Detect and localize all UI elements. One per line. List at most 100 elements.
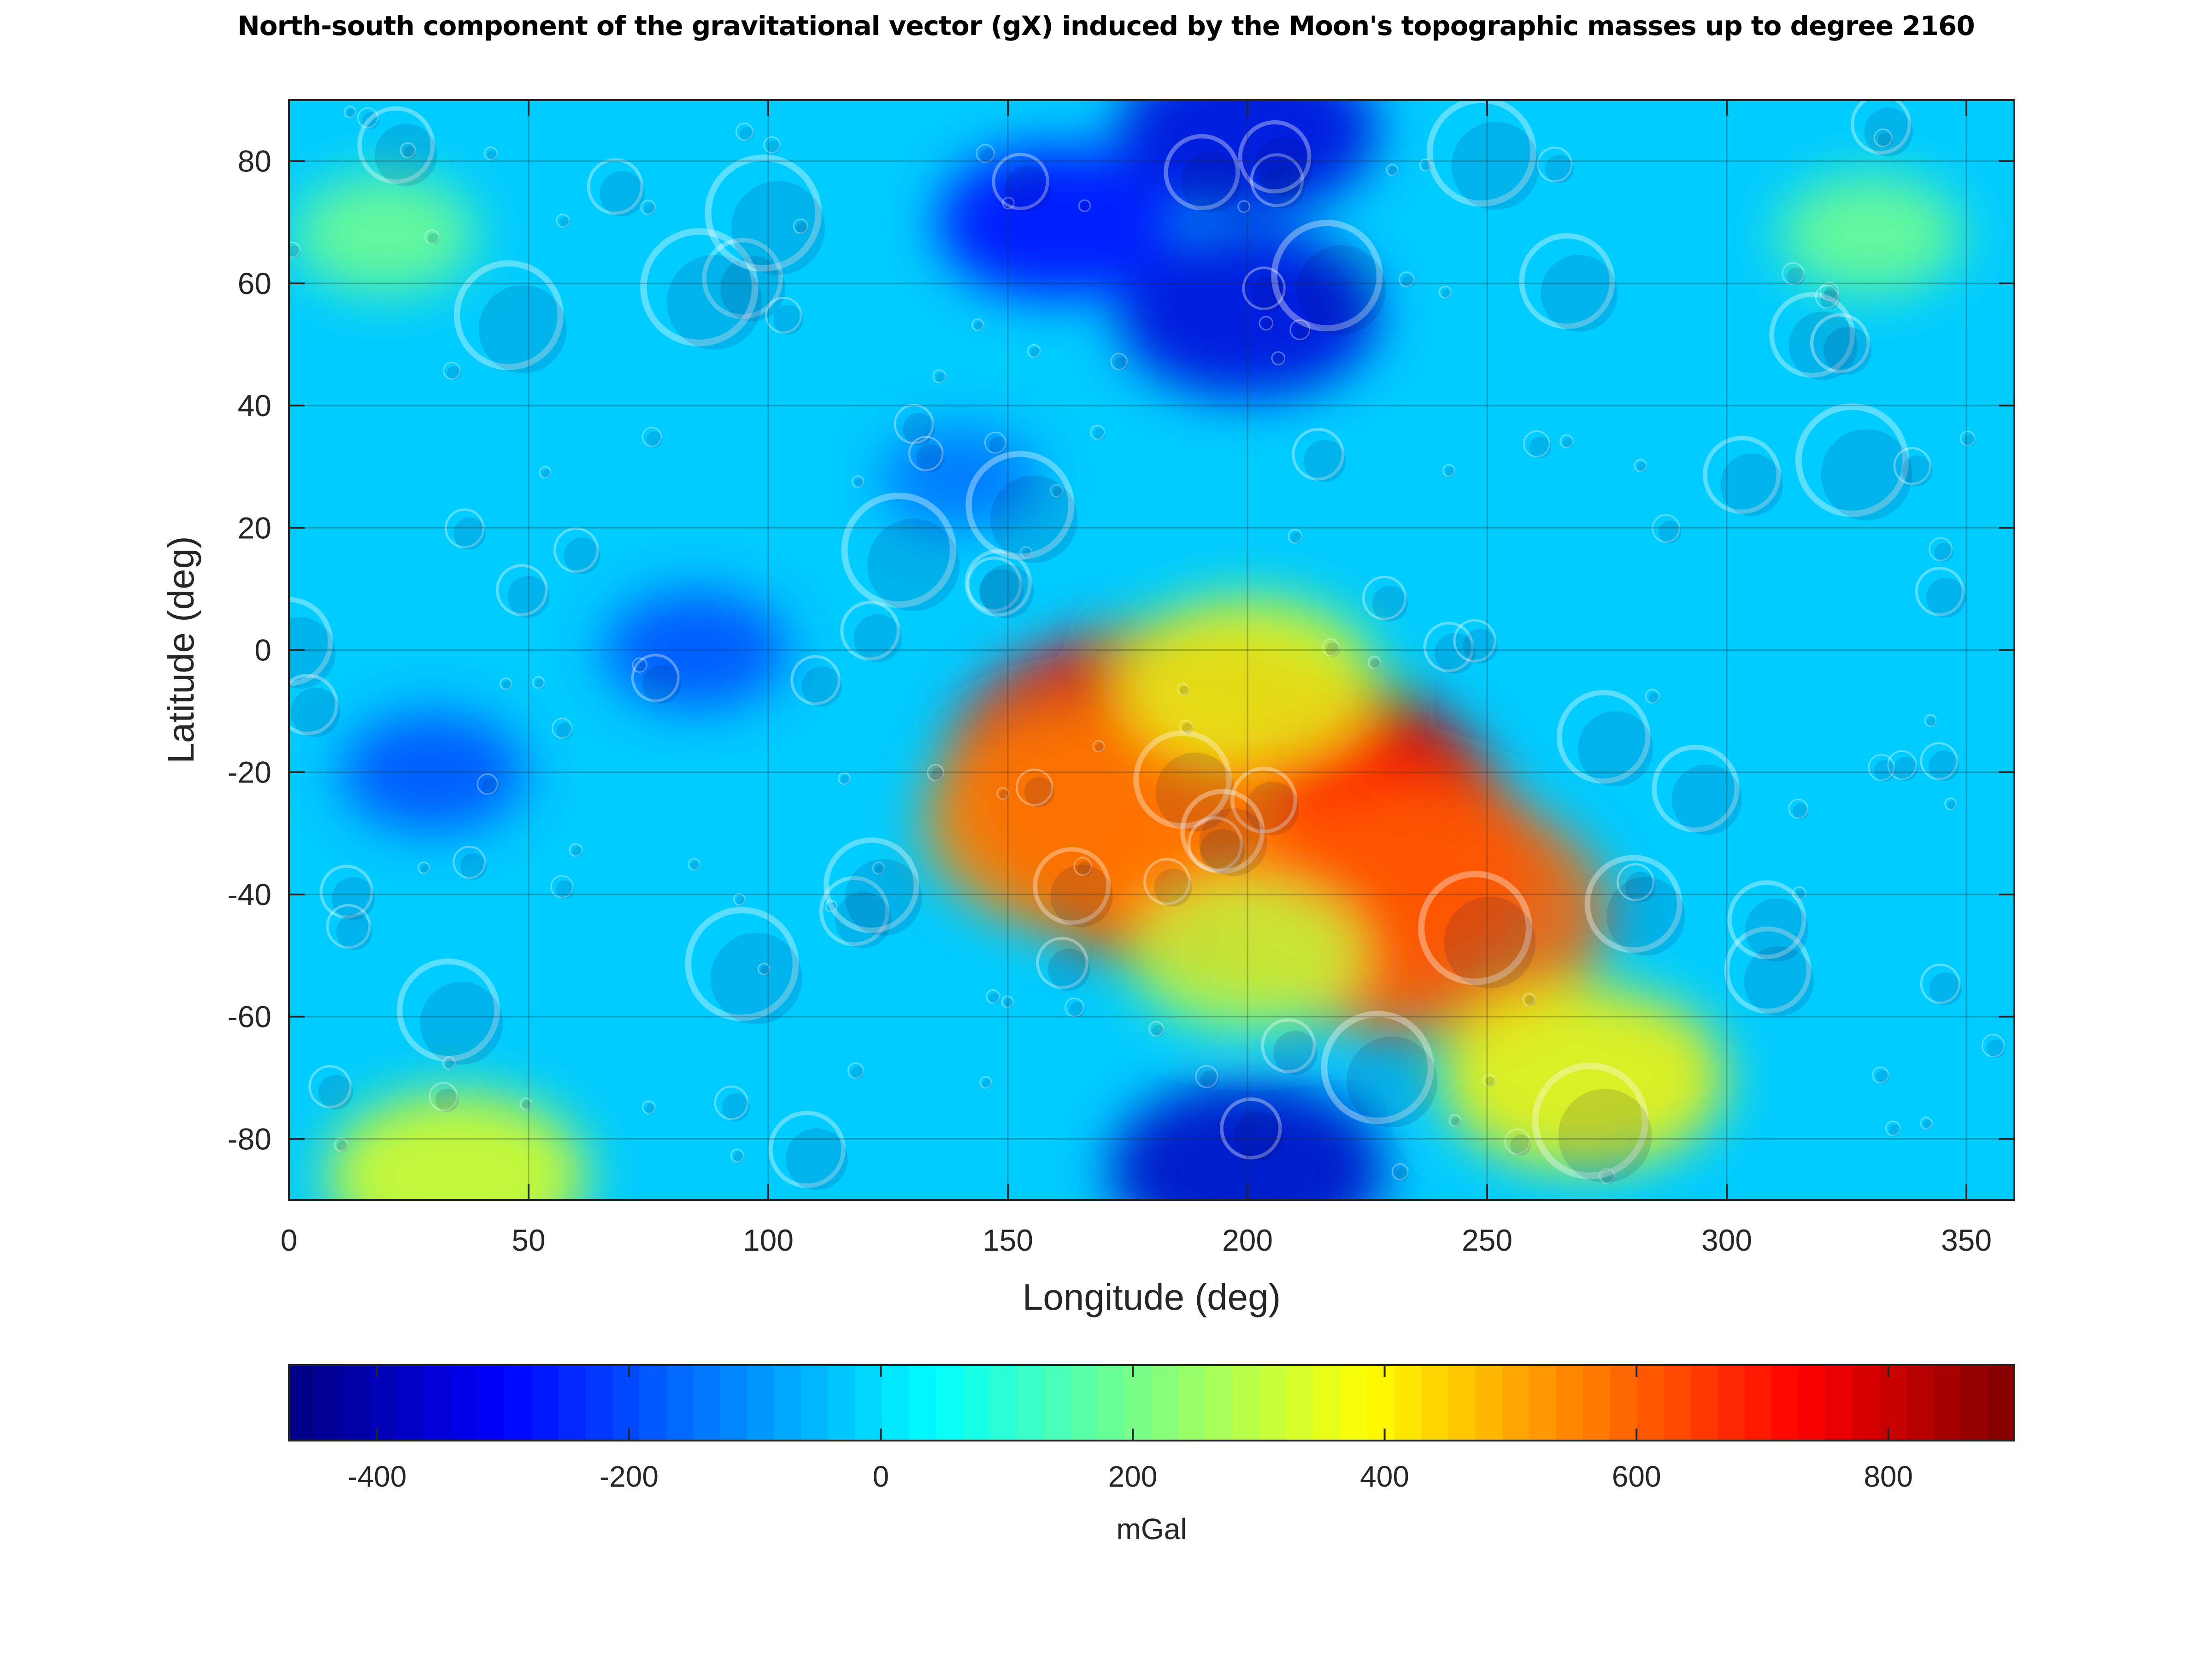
colorbar-cell: [1825, 1365, 1853, 1441]
crater-floor: [1824, 286, 1840, 301]
colorbar-cell: [1232, 1365, 1260, 1441]
colorbar-cell: [370, 1365, 397, 1441]
axis-ticks: 0 50 100 150 200 250 300 350806040200-20-40-60-…: [228, 100, 2014, 1257]
crater-rim: [1164, 134, 1240, 211]
crater-floor: [1874, 760, 1896, 782]
crater-floor: [1053, 487, 1064, 498]
crater-rim: [1230, 766, 1298, 834]
crater-floor: [420, 982, 503, 1065]
crater-rim: [1788, 799, 1808, 819]
colorbar-cell: [828, 1365, 856, 1441]
crater-rim: [714, 1085, 749, 1120]
crater-rim: [823, 837, 919, 933]
colorbar-cell: [1664, 1365, 1691, 1441]
crater-floor: [600, 171, 645, 217]
crater-floor: [1923, 1120, 1933, 1130]
crater-floor: [1402, 275, 1415, 288]
crater-floor: [1529, 436, 1551, 459]
crater-rim: [1242, 266, 1286, 310]
crater-floor: [1389, 166, 1399, 176]
colorbar-cell: [1421, 1365, 1449, 1441]
colorbar: -400 -200 0 200 400 600 800 mGal: [288, 1364, 2015, 1546]
crater-floor: [1069, 1002, 1085, 1018]
crater-rim: [1872, 1066, 1889, 1084]
crater-floor: [982, 1079, 992, 1088]
crater-rim: [334, 1137, 348, 1152]
crater-floor: [403, 146, 416, 159]
heatmap-feature-11: [341, 712, 525, 832]
colorbar-cell: [1313, 1365, 1341, 1441]
crater-rim: [1002, 197, 1015, 210]
colorbar-cell: [936, 1365, 964, 1441]
crater-rim: [1795, 403, 1909, 517]
crater-floor: [1821, 429, 1912, 520]
colorbar-tick-label: 400: [1360, 1460, 1409, 1493]
crater-rim: [308, 1065, 352, 1108]
x-tick-label: 100: [743, 1223, 794, 1257]
crater-floor: [1152, 1024, 1165, 1037]
crater-rim: [1819, 282, 1839, 301]
crater-rim: [1001, 995, 1014, 1008]
crater-floor: [1262, 319, 1274, 331]
crater-rim: [966, 556, 1023, 612]
crater-floor: [1824, 326, 1872, 375]
crater-rim: [1073, 857, 1092, 876]
y-tick-label: 20: [238, 511, 271, 545]
crater-rim: [1448, 1114, 1461, 1127]
colorbar-cell: [1367, 1365, 1395, 1441]
crater-floor: [1050, 865, 1113, 927]
crater-rim: [1652, 514, 1680, 543]
crater-floor: [854, 478, 864, 488]
colorbar-cell: [1502, 1365, 1530, 1441]
crater-rim: [965, 549, 1032, 617]
crater-rim: [1133, 730, 1232, 829]
crater-rim: [641, 1100, 656, 1115]
crater-floor: [1963, 434, 1976, 447]
crater-rim: [1519, 233, 1615, 329]
x-tick-label: 150: [982, 1223, 1033, 1257]
crater-floor: [1326, 642, 1340, 657]
crater-floor: [1541, 254, 1618, 332]
colorbar-tick-label: -400: [347, 1460, 406, 1493]
crater-floor: [722, 1093, 750, 1121]
crater-rim: [841, 492, 957, 608]
crater-floor: [1934, 542, 1953, 562]
crater-rim: [1050, 484, 1064, 498]
colorbar-cell: [585, 1365, 613, 1441]
crater-rim: [1482, 1073, 1495, 1087]
colorbar-cells: [289, 1365, 2015, 1441]
crater-rim: [1782, 262, 1805, 285]
crater-rim: [1271, 220, 1383, 332]
crater-floor: [1252, 276, 1287, 312]
colorbar-ticks: -400 -200 0 200 400 600 800: [347, 1365, 1913, 1493]
crater-floor: [635, 661, 648, 673]
crater-floor: [487, 150, 498, 160]
colorbar-cell: [1987, 1365, 2015, 1441]
crater-floor: [1795, 889, 1806, 901]
y-tick-label: -20: [228, 755, 271, 789]
crater-floor: [447, 366, 461, 380]
x-tick-label: 300: [1701, 1223, 1752, 1257]
crater-rim: [763, 136, 781, 154]
crater-rim: [1920, 1117, 1933, 1130]
colorbar-cell: [990, 1365, 1018, 1441]
colorbar-cell: [505, 1365, 532, 1441]
crater-floor: [867, 518, 960, 611]
crater-rim: [1148, 1021, 1165, 1037]
x-tick-label: 50: [512, 1223, 545, 1257]
crater-floor: [851, 1066, 865, 1079]
crater-rim: [640, 200, 656, 215]
crater-rim: [1398, 271, 1415, 288]
crater-rim: [1362, 576, 1407, 620]
crater-floor: [989, 993, 1000, 1004]
colorbar-cell: [316, 1365, 343, 1441]
crater-rim: [1792, 886, 1806, 901]
crater-rim: [1556, 690, 1651, 784]
colorbar-cell: [289, 1365, 317, 1441]
colorbar-tick-label: 200: [1108, 1460, 1158, 1493]
crater-floor: [1081, 202, 1091, 212]
crater-rim: [790, 655, 841, 706]
crater-rim: [685, 906, 799, 1021]
y-tick-label: 0: [254, 633, 271, 667]
crater-floor: [1200, 1070, 1219, 1089]
